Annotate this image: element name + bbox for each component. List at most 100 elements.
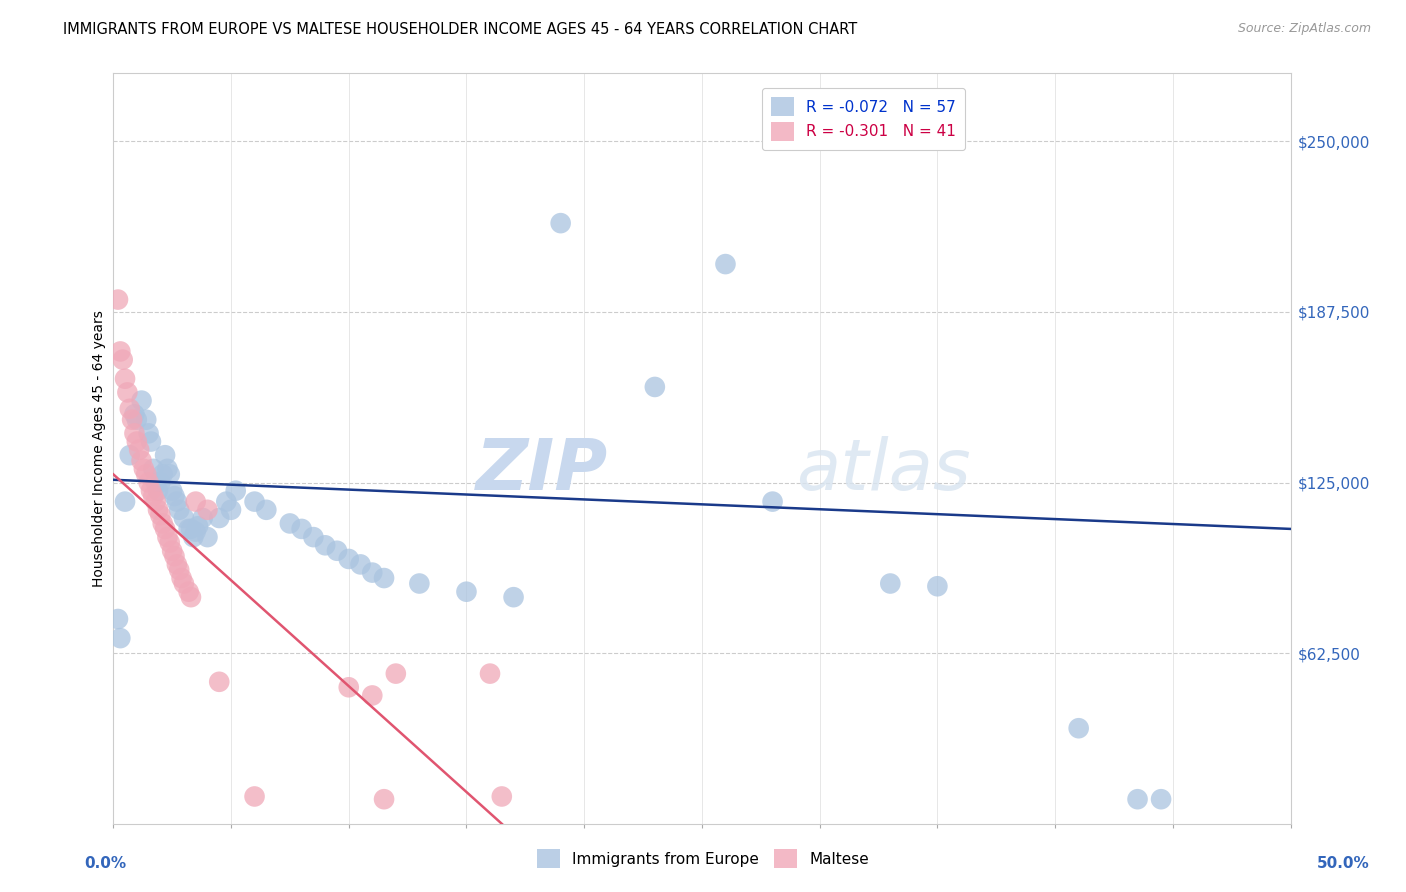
- Point: [124, 426, 146, 441]
- Point: [107, 612, 129, 626]
- Legend: R = -0.072   N = 57, R = -0.301   N = 41: R = -0.072 N = 57, R = -0.301 N = 41: [762, 88, 965, 150]
- Point: [166, 494, 188, 508]
- Point: [111, 352, 134, 367]
- Point: [128, 442, 150, 457]
- Point: [479, 666, 502, 681]
- Point: [191, 511, 214, 525]
- Point: [1150, 792, 1173, 806]
- Point: [139, 483, 162, 498]
- Point: [361, 689, 384, 703]
- Point: [208, 511, 231, 525]
- Point: [163, 549, 186, 564]
- Point: [159, 535, 181, 549]
- Point: [502, 590, 524, 604]
- Point: [349, 558, 371, 572]
- Point: [153, 448, 176, 462]
- Point: [152, 467, 174, 482]
- Point: [139, 434, 162, 449]
- Point: [177, 584, 200, 599]
- Text: 0.0%: 0.0%: [84, 856, 127, 871]
- Point: [149, 475, 172, 490]
- Point: [278, 516, 301, 531]
- Point: [714, 257, 737, 271]
- Point: [215, 494, 238, 508]
- Point: [184, 524, 207, 539]
- Point: [254, 503, 277, 517]
- Point: [180, 590, 202, 604]
- Point: [114, 372, 136, 386]
- Point: [160, 543, 183, 558]
- Point: [156, 462, 179, 476]
- Point: [1067, 721, 1090, 735]
- Point: [408, 576, 430, 591]
- Point: [131, 393, 153, 408]
- Point: [152, 516, 174, 531]
- Point: [131, 453, 153, 467]
- Legend: Immigrants from Europe, Maltese: Immigrants from Europe, Maltese: [527, 840, 879, 877]
- Point: [114, 494, 136, 508]
- Point: [138, 475, 160, 490]
- Point: [118, 401, 141, 416]
- Point: [491, 789, 513, 804]
- Point: [927, 579, 949, 593]
- Point: [184, 494, 207, 508]
- Point: [117, 385, 139, 400]
- Point: [146, 483, 169, 498]
- Point: [361, 566, 384, 580]
- Point: [373, 792, 395, 806]
- Point: [208, 674, 231, 689]
- Point: [183, 530, 205, 544]
- Point: [302, 530, 325, 544]
- Point: [173, 511, 195, 525]
- Text: 50.0%: 50.0%: [1316, 856, 1369, 871]
- Point: [107, 293, 129, 307]
- Point: [125, 413, 148, 427]
- Point: [761, 494, 783, 508]
- Point: [110, 631, 132, 645]
- Point: [180, 522, 202, 536]
- Point: [314, 538, 336, 552]
- Point: [156, 530, 179, 544]
- Point: [135, 467, 157, 482]
- Point: [385, 666, 408, 681]
- Point: [337, 680, 360, 694]
- Point: [118, 448, 141, 462]
- Y-axis label: Householder Income Ages 45 - 64 years: Householder Income Ages 45 - 64 years: [93, 310, 107, 587]
- Point: [138, 426, 160, 441]
- Point: [159, 467, 181, 482]
- Point: [197, 530, 219, 544]
- Point: [135, 413, 157, 427]
- Point: [167, 563, 190, 577]
- Point: [145, 475, 167, 490]
- Point: [1126, 792, 1149, 806]
- Point: [219, 503, 242, 517]
- Point: [291, 522, 314, 536]
- Point: [142, 489, 165, 503]
- Point: [225, 483, 247, 498]
- Point: [160, 483, 183, 498]
- Point: [879, 576, 901, 591]
- Point: [337, 552, 360, 566]
- Point: [197, 503, 219, 517]
- Point: [166, 558, 188, 572]
- Point: [132, 462, 155, 476]
- Point: [456, 584, 478, 599]
- Point: [124, 407, 146, 421]
- Text: ZIP: ZIP: [475, 436, 607, 506]
- Point: [170, 571, 193, 585]
- Point: [326, 543, 349, 558]
- Text: atlas: atlas: [796, 436, 970, 506]
- Point: [243, 494, 266, 508]
- Point: [149, 508, 172, 523]
- Point: [550, 216, 572, 230]
- Point: [167, 503, 190, 517]
- Point: [644, 380, 666, 394]
- Point: [163, 489, 186, 503]
- Point: [373, 571, 395, 585]
- Text: Source: ZipAtlas.com: Source: ZipAtlas.com: [1237, 22, 1371, 36]
- Point: [187, 519, 209, 533]
- Point: [125, 434, 148, 449]
- Point: [110, 344, 132, 359]
- Point: [177, 522, 200, 536]
- Point: [153, 522, 176, 536]
